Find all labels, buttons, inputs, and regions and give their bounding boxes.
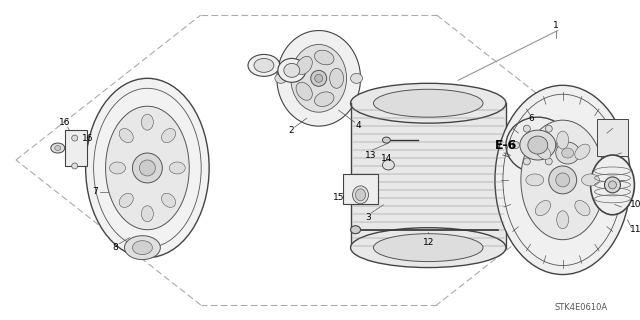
Ellipse shape xyxy=(296,82,312,100)
Text: 10: 10 xyxy=(630,200,640,209)
Circle shape xyxy=(545,158,552,165)
Circle shape xyxy=(524,125,531,132)
Ellipse shape xyxy=(506,117,570,173)
Ellipse shape xyxy=(125,236,161,260)
Text: 11: 11 xyxy=(630,225,640,234)
Ellipse shape xyxy=(296,56,312,75)
Ellipse shape xyxy=(536,144,550,159)
Ellipse shape xyxy=(605,177,620,193)
Ellipse shape xyxy=(351,226,360,234)
Ellipse shape xyxy=(609,181,616,189)
Ellipse shape xyxy=(562,148,573,158)
Ellipse shape xyxy=(575,144,590,159)
Ellipse shape xyxy=(284,63,300,77)
Ellipse shape xyxy=(109,162,125,174)
Ellipse shape xyxy=(86,78,209,258)
Ellipse shape xyxy=(526,174,544,186)
Circle shape xyxy=(311,70,326,86)
Text: STK4E0610A: STK4E0610A xyxy=(554,303,607,312)
Ellipse shape xyxy=(356,189,365,201)
Ellipse shape xyxy=(314,50,334,65)
Circle shape xyxy=(72,135,77,141)
Text: 16: 16 xyxy=(59,118,70,127)
Ellipse shape xyxy=(520,130,556,160)
Ellipse shape xyxy=(106,106,189,230)
Text: 4: 4 xyxy=(356,121,362,130)
Ellipse shape xyxy=(582,174,600,186)
Ellipse shape xyxy=(119,129,133,143)
Text: 16: 16 xyxy=(82,133,93,143)
Ellipse shape xyxy=(556,142,580,164)
Ellipse shape xyxy=(277,30,360,126)
Circle shape xyxy=(513,141,520,148)
Circle shape xyxy=(524,158,531,165)
Ellipse shape xyxy=(141,114,154,130)
Ellipse shape xyxy=(275,73,287,83)
Ellipse shape xyxy=(161,129,175,143)
Ellipse shape xyxy=(383,160,394,170)
Ellipse shape xyxy=(521,120,605,240)
FancyBboxPatch shape xyxy=(351,103,506,248)
Circle shape xyxy=(548,166,577,194)
Ellipse shape xyxy=(170,162,185,174)
Ellipse shape xyxy=(161,193,175,207)
Ellipse shape xyxy=(141,206,154,222)
Circle shape xyxy=(315,74,323,82)
Ellipse shape xyxy=(119,193,133,207)
Ellipse shape xyxy=(591,155,634,215)
Text: 2: 2 xyxy=(288,126,294,135)
Text: 8: 8 xyxy=(113,243,118,252)
Circle shape xyxy=(72,163,77,169)
Ellipse shape xyxy=(51,143,65,153)
Ellipse shape xyxy=(557,211,569,229)
Text: 12: 12 xyxy=(422,238,434,247)
Ellipse shape xyxy=(353,186,369,204)
Ellipse shape xyxy=(351,83,506,123)
Ellipse shape xyxy=(278,59,306,82)
Ellipse shape xyxy=(383,137,390,143)
Text: 13: 13 xyxy=(365,150,376,160)
FancyBboxPatch shape xyxy=(342,174,378,204)
Ellipse shape xyxy=(351,228,506,268)
Ellipse shape xyxy=(254,59,274,72)
Text: 14: 14 xyxy=(381,154,392,163)
Ellipse shape xyxy=(548,135,588,171)
Circle shape xyxy=(556,141,563,148)
Ellipse shape xyxy=(536,200,550,216)
Ellipse shape xyxy=(557,131,569,149)
Ellipse shape xyxy=(374,234,483,261)
Ellipse shape xyxy=(248,54,280,76)
Ellipse shape xyxy=(374,89,483,117)
Text: 15: 15 xyxy=(333,193,344,202)
Text: 1: 1 xyxy=(553,21,559,30)
Circle shape xyxy=(556,173,570,187)
Text: 6: 6 xyxy=(528,114,534,123)
Text: 7: 7 xyxy=(92,188,97,196)
Ellipse shape xyxy=(132,241,152,255)
Circle shape xyxy=(545,125,552,132)
FancyBboxPatch shape xyxy=(65,130,86,166)
Ellipse shape xyxy=(330,68,344,88)
Circle shape xyxy=(132,153,163,183)
Ellipse shape xyxy=(351,73,362,83)
FancyBboxPatch shape xyxy=(596,119,628,156)
Ellipse shape xyxy=(528,136,548,154)
Ellipse shape xyxy=(291,44,347,112)
Ellipse shape xyxy=(55,146,61,150)
Text: 3: 3 xyxy=(365,213,371,222)
Text: E-6: E-6 xyxy=(495,139,517,152)
Ellipse shape xyxy=(314,92,334,107)
Circle shape xyxy=(140,160,156,176)
Ellipse shape xyxy=(495,85,630,275)
Ellipse shape xyxy=(575,200,590,216)
